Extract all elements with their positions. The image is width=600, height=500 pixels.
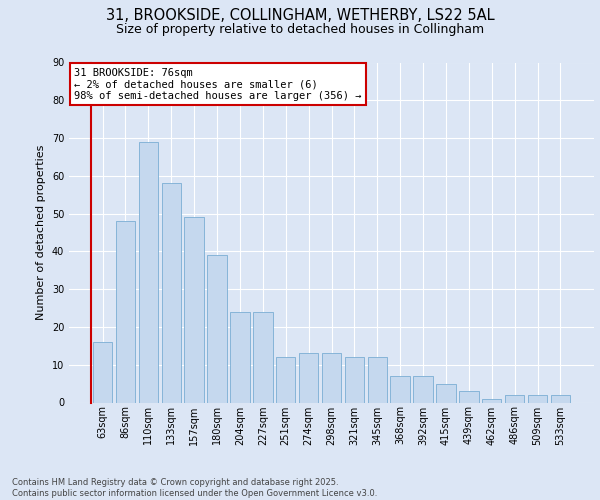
Bar: [505, 395, 524, 402]
Bar: [93, 342, 112, 402]
Bar: [551, 395, 570, 402]
Bar: [322, 354, 341, 403]
Bar: [184, 218, 204, 402]
Bar: [139, 142, 158, 403]
Text: 31, BROOKSIDE, COLLINGHAM, WETHERBY, LS22 5AL: 31, BROOKSIDE, COLLINGHAM, WETHERBY, LS2…: [106, 8, 494, 22]
Y-axis label: Number of detached properties: Number of detached properties: [36, 145, 46, 320]
Bar: [391, 376, 410, 402]
Text: 31 BROOKSIDE: 76sqm
← 2% of detached houses are smaller (6)
98% of semi-detached: 31 BROOKSIDE: 76sqm ← 2% of detached hou…: [74, 68, 362, 101]
Bar: [344, 357, 364, 403]
Text: Contains HM Land Registry data © Crown copyright and database right 2025.
Contai: Contains HM Land Registry data © Crown c…: [12, 478, 377, 498]
Bar: [161, 184, 181, 402]
Bar: [459, 391, 479, 402]
Bar: [253, 312, 272, 402]
Bar: [230, 312, 250, 402]
Bar: [528, 395, 547, 402]
Bar: [276, 357, 295, 403]
Text: Size of property relative to detached houses in Collingham: Size of property relative to detached ho…: [116, 22, 484, 36]
Bar: [116, 221, 135, 402]
Bar: [436, 384, 455, 402]
Bar: [482, 398, 502, 402]
Bar: [413, 376, 433, 402]
Bar: [368, 357, 387, 403]
Bar: [299, 354, 319, 403]
Bar: [208, 255, 227, 402]
